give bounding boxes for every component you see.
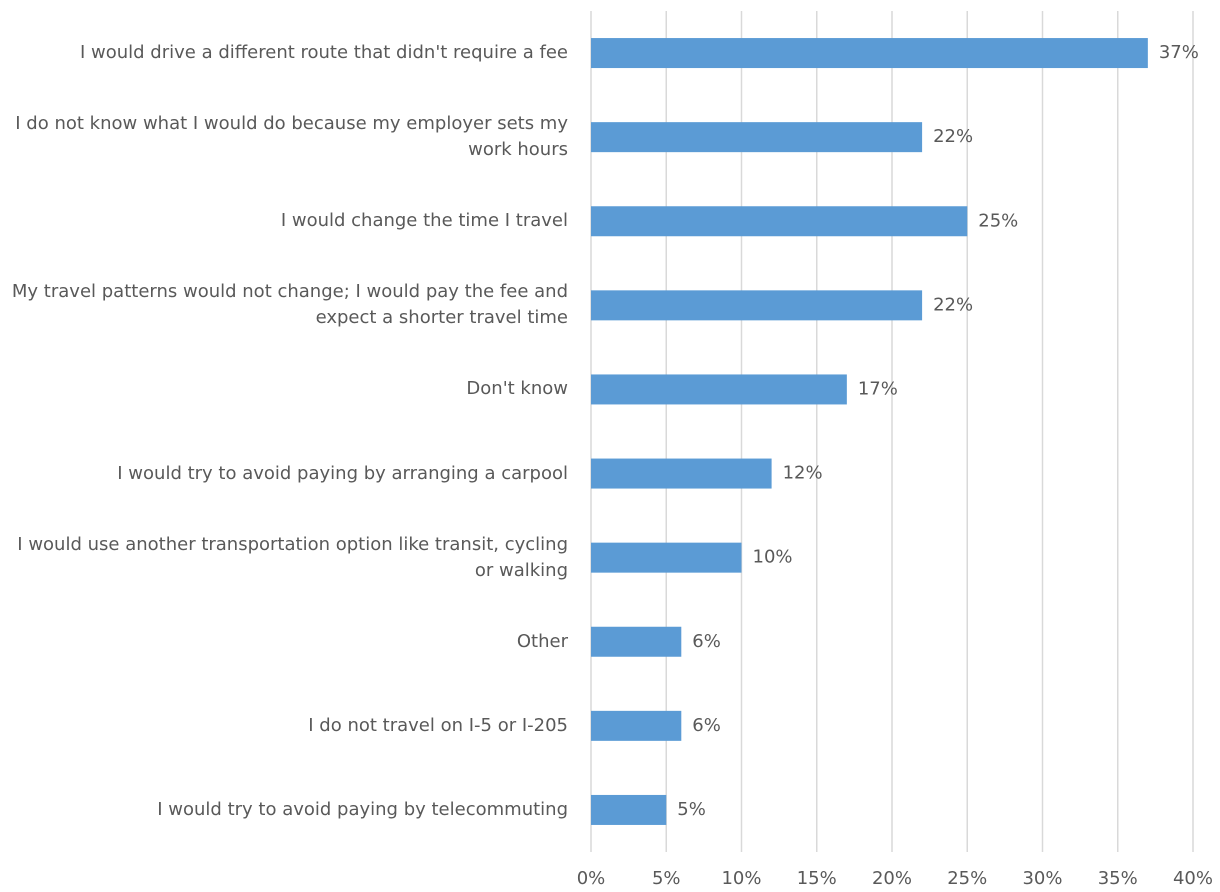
- x-tick-label: 0%: [577, 868, 606, 889]
- bar: [591, 794, 667, 825]
- category-label: I do not travel on I-5 or I-205: [308, 714, 568, 736]
- x-tick-label: 35%: [1098, 868, 1138, 889]
- category-label: I would drive a different route that did…: [79, 42, 568, 64]
- category-label: I would try to avoid paying by telecommu…: [157, 798, 568, 820]
- value-label: 22%: [933, 126, 973, 147]
- bar: [591, 710, 682, 741]
- category-label: Other: [516, 630, 568, 652]
- bar: [591, 122, 923, 153]
- x-tick-label: 5%: [652, 868, 681, 889]
- category-label: I do not know what I would do because my…: [15, 113, 568, 161]
- x-tick-label: 10%: [721, 868, 761, 889]
- bar: [591, 38, 1148, 69]
- category-label: I would change the time I travel: [280, 210, 568, 232]
- category-label: My travel patterns would not change; I w…: [11, 281, 568, 329]
- value-label: 22%: [933, 294, 973, 315]
- value-label: 17%: [858, 378, 898, 399]
- value-label: 6%: [692, 631, 721, 652]
- value-label: 6%: [692, 715, 721, 736]
- x-tick-label: 25%: [947, 868, 987, 889]
- bar: [591, 374, 847, 405]
- category-label: I would use another transportation optio…: [17, 533, 568, 581]
- bar: [591, 626, 682, 657]
- x-tick-label: 30%: [1022, 868, 1062, 889]
- bar: [591, 542, 742, 573]
- category-label: I would try to avoid paying by arranging…: [117, 462, 568, 484]
- category-label: Don't know: [466, 378, 568, 400]
- bar: [591, 458, 772, 489]
- bar: [591, 290, 923, 321]
- x-tick-label: 20%: [872, 868, 912, 889]
- x-tick-label: 15%: [797, 868, 837, 889]
- value-label: 25%: [978, 210, 1018, 231]
- value-label: 37%: [1159, 42, 1199, 63]
- value-label: 10%: [753, 547, 793, 568]
- value-label: 5%: [677, 799, 706, 820]
- value-label: 12%: [783, 463, 823, 484]
- bar: [591, 206, 968, 237]
- x-tick-label: 40%: [1173, 868, 1213, 889]
